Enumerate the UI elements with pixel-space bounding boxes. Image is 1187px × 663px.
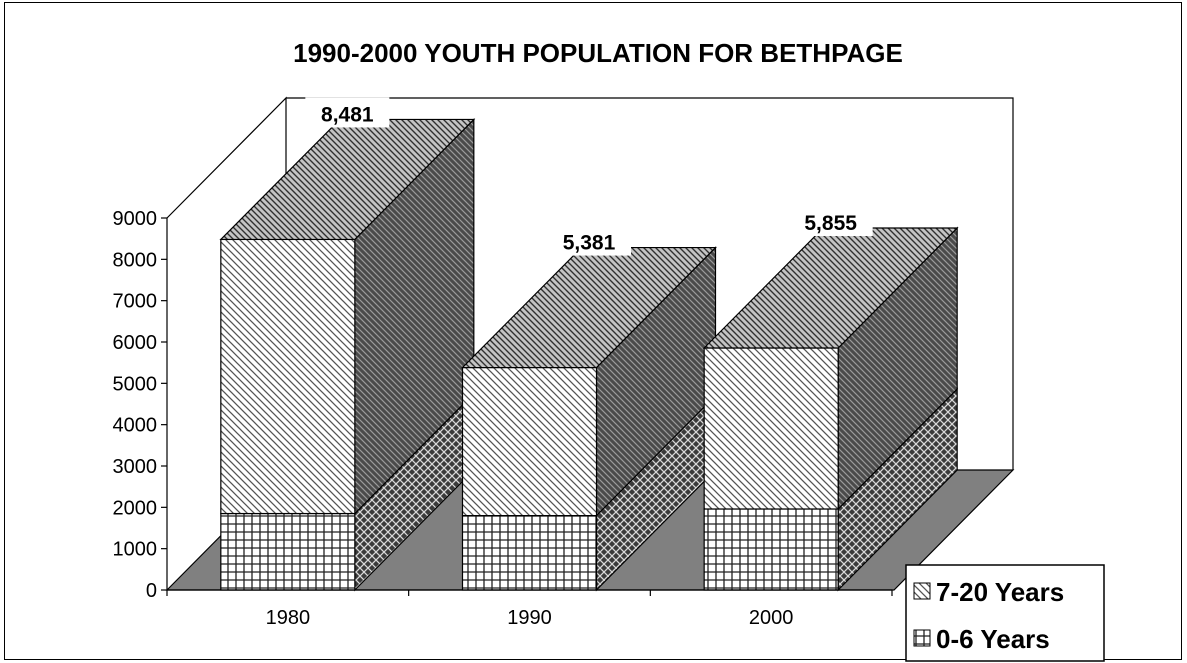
legend-swatch-7-20	[913, 582, 931, 600]
data-label-1980: 8,481	[321, 103, 374, 126]
bar-front-2000-1	[703, 347, 839, 510]
y-tick-label: 6000	[113, 332, 158, 354]
bar-front-1980-0	[220, 512, 356, 591]
data-label-bg-2000	[788, 205, 873, 236]
y-tick-label: 9000	[113, 208, 158, 230]
bar-top-1990	[461, 246, 717, 369]
legend-label-7-20: 7-20 Years	[936, 577, 1064, 607]
y-tick-label: 5000	[113, 373, 158, 395]
bar-front-1990-1	[461, 366, 598, 517]
y-tick-label: 7000	[113, 291, 158, 313]
x-tick-label-1990: 1990	[507, 607, 552, 629]
y-axis: 0 1000 2000 3000 4000 5000 6000 7000 8000 9000	[113, 208, 168, 602]
bar-front-2000-0	[703, 508, 839, 591]
data-labels: 8,481 5,381 5,855	[305, 97, 873, 256]
y-tick-label: 3000	[113, 456, 158, 478]
bars-group	[219, 117, 959, 592]
bar-front-1990-0	[461, 514, 598, 591]
y-tick-label: 4000	[113, 415, 158, 437]
data-label-bg-1980	[305, 97, 390, 128]
y-tick-label: 0	[146, 580, 157, 602]
legend: 7-20 Years 0-6 Years	[905, 564, 1105, 662]
data-label-2000: 5,855	[804, 212, 857, 235]
bar-top-2000	[702, 227, 959, 349]
x-tick-label-1980: 1980	[266, 607, 311, 629]
y-tick-label: 1000	[113, 539, 158, 561]
bar-top-1980	[219, 118, 476, 241]
bar-front-1980-1	[220, 238, 356, 515]
back-wall	[286, 97, 1014, 470]
legend-label-0-6: 0-6 Years	[936, 624, 1050, 654]
y-tick-label: 2000	[113, 497, 158, 519]
x-tick-label-2000: 2000	[749, 607, 794, 629]
data-label-bg-1990	[547, 225, 631, 256]
y-tick-label: 8000	[113, 249, 158, 271]
x-axis: 1980 1990 2000	[166, 589, 893, 629]
data-label-1990: 5,381	[563, 232, 616, 255]
legend-swatch-0-6	[913, 629, 931, 647]
legend-box	[905, 564, 1105, 662]
chart-title: 1990-2000 YOUTH POPULATION FOR BETHPAGE	[293, 38, 903, 68]
